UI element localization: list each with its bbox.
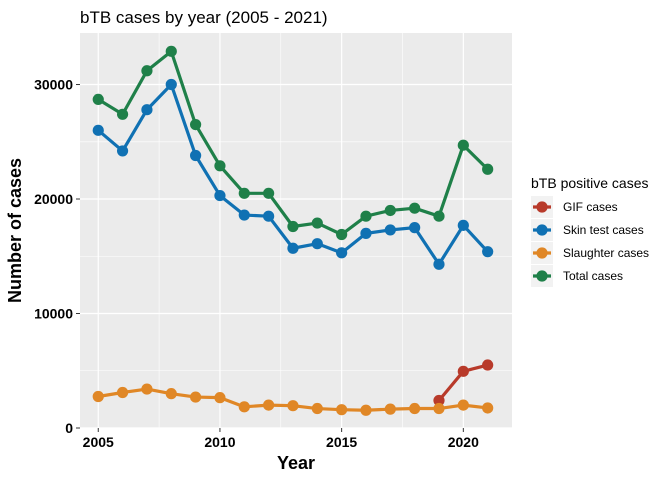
slaughter-cases-point: [116, 386, 129, 399]
legend-key-point: [536, 224, 548, 236]
skin-test-cases-point: [238, 209, 250, 221]
total-cases-point: [116, 108, 129, 120]
x-tick-label: 2010: [204, 434, 235, 450]
slaughter-cases-point: [165, 388, 177, 400]
legend-item-total-cases: Total cases: [531, 265, 623, 287]
slaughter-cases-point: [263, 399, 275, 411]
slaughter-cases-point: [92, 390, 104, 403]
skin-test-cases-point: [311, 238, 323, 250]
slaughter-cases-point: [190, 391, 202, 403]
gif-cases-point: [457, 365, 469, 377]
slaughter-cases-point: [482, 402, 494, 414]
slaughter-cases-point: [384, 403, 396, 415]
series-gif-cases: [433, 359, 494, 407]
series-slaughter-cases: [92, 383, 494, 416]
legend-label: Skin test cases: [563, 223, 644, 237]
skin-test-cases-point: [433, 258, 445, 270]
legend-label: Slaughter cases: [563, 246, 649, 260]
x-axis-title: Year: [277, 453, 315, 473]
series-layer: [92, 45, 494, 416]
tick-labels: 2005 2010 2015 2020 0 10000 20000 30000: [34, 77, 479, 450]
total-cases-point: [482, 163, 494, 175]
total-cases-point: [214, 160, 226, 172]
skin-test-cases-point: [214, 189, 226, 202]
total-cases-point: [238, 187, 250, 199]
x-tick-label: 2005: [83, 434, 114, 450]
series-skin-test-cases: [92, 78, 494, 270]
skin-test-cases-point: [190, 149, 202, 162]
skin-test-cases-point: [360, 227, 372, 239]
skin-test-cases-point: [165, 78, 177, 91]
slaughter-cases-point: [238, 401, 250, 413]
slaughter-cases-point: [409, 402, 421, 415]
total-cases-point: [384, 204, 396, 217]
legend-label: Total cases: [563, 269, 623, 283]
legend-item-skin-test-cases: Skin test cases: [531, 219, 644, 241]
y-tick-label: 30000: [34, 77, 73, 93]
skin-test-cases-point: [141, 104, 153, 116]
skin-test-cases-point: [482, 246, 494, 258]
total-cases-point: [336, 228, 348, 241]
y-tick-label: 0: [65, 420, 73, 436]
x-tick-label: 2015: [326, 434, 357, 450]
axis-ticks: [76, 84, 464, 432]
legend-label: GIF cases: [563, 200, 618, 214]
skin-test-cases-point: [384, 224, 396, 236]
legend-title: bTB positive cases: [531, 175, 649, 191]
gif-cases-point: [433, 394, 445, 407]
total-cases-point: [287, 220, 299, 233]
skin-test-cases-point: [287, 242, 299, 254]
total-cases-point: [165, 45, 177, 57]
skin-test-cases-point: [409, 222, 421, 234]
slaughter-cases-point: [141, 383, 153, 395]
skin-test-cases-point: [92, 124, 104, 136]
total-cases-point: [433, 210, 445, 222]
gif-cases-point: [482, 359, 494, 371]
total-cases-point: [457, 139, 469, 151]
legend-key-point: [536, 201, 548, 213]
chart-title: bTB cases by year (2005 - 2021): [80, 8, 328, 27]
y-tick-label: 20000: [34, 191, 73, 207]
series-total-cases: [92, 45, 494, 241]
slaughter-cases-point: [360, 404, 372, 416]
legend-key-point: [536, 247, 548, 259]
total-cases-point: [311, 217, 323, 229]
total-cases-point: [360, 210, 372, 222]
legend: bTB positive cases GIF cases Skin test ca…: [531, 175, 649, 287]
legend-item-slaughter-cases: Slaughter cases: [531, 242, 649, 264]
total-cases-point: [190, 118, 202, 131]
y-tick-label: 10000: [34, 306, 73, 322]
total-cases-point: [409, 202, 421, 214]
slaughter-cases-point: [287, 400, 299, 412]
total-cases-point: [141, 65, 153, 77]
total-cases-point: [92, 93, 104, 106]
skin-test-cases-point: [116, 145, 129, 157]
slaughter-cases-point: [214, 392, 226, 404]
total-cases-point: [263, 187, 275, 199]
skin-test-cases-point: [336, 247, 348, 259]
x-tick-label: 2020: [448, 434, 479, 450]
slaughter-cases-point: [311, 402, 323, 415]
legend-item-gif-cases: GIF cases: [531, 196, 618, 218]
slaughter-cases-point: [457, 399, 469, 411]
legend-key-point: [536, 270, 548, 282]
skin-test-cases-point: [263, 210, 275, 222]
slaughter-cases-point: [433, 402, 445, 415]
skin-test-cases-point: [457, 219, 469, 231]
y-axis-title: Number of cases: [5, 158, 25, 303]
slaughter-cases-point: [336, 404, 348, 416]
